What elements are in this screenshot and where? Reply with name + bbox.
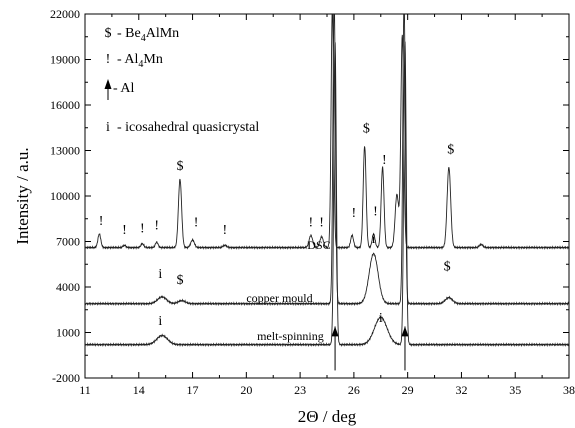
x-tick-label: 26: [348, 383, 360, 397]
legend: $ - Be4AlMn! - Al4Mn - Al i - icosahedral qua…: [104, 26, 259, 135]
y-tick-label: 19000: [50, 53, 80, 67]
peak-marker: $: [177, 273, 184, 288]
annotation-group: !!! ! $!!! ! $! !! $ i $ i $ i i: [99, 121, 454, 329]
legend-label: - Al: [113, 81, 135, 96]
legend-symbol: !: [106, 52, 111, 67]
legend-label: - Be4AlMn: [117, 26, 179, 44]
y-tick-label: 10000: [50, 189, 80, 203]
axis-ticks: 11 14 17 20 23 26 29 32 35 38 -2000 1000 4000 7000 100…: [50, 7, 575, 397]
x-tick-label: 23: [294, 383, 306, 397]
peak-marker: !: [99, 214, 104, 229]
peak-marker: $: [363, 121, 370, 136]
x-tick-label: 20: [240, 383, 252, 397]
peak-marker: !: [373, 205, 378, 220]
x-tick-label: 38: [563, 383, 575, 397]
peak-marker: !: [140, 221, 145, 236]
legend-label: - icosahedral quasicrystal: [117, 120, 259, 135]
peak-marker: $: [447, 143, 454, 158]
x-tick-label: 32: [455, 383, 467, 397]
y-tick-label: 22000: [50, 7, 80, 21]
al-peak-arrow-head: [331, 326, 339, 337]
x-tick-label: 29: [402, 383, 414, 397]
series-label: melt-spinning: [257, 329, 324, 343]
peak-marker: $: [444, 259, 451, 274]
series-label-group: DSC copper mould melt-spinning: [246, 238, 330, 343]
series-line: [85, 14, 569, 307]
y-tick-label: 16000: [50, 98, 80, 112]
legend-symbol: i: [106, 120, 110, 135]
peak-marker: !: [154, 218, 159, 233]
arrow-group: [331, 326, 409, 371]
series-line: [85, 41, 569, 348]
x-tick-label: 11: [79, 383, 91, 397]
x-axis-label: 2Θ / deg: [298, 407, 357, 426]
legend-label: - Al4Mn: [117, 52, 163, 70]
x-tick-label: 14: [133, 383, 145, 397]
peak-marker: i: [158, 267, 162, 282]
y-tick-label: 4000: [56, 280, 80, 294]
y-tick-label: -2000: [52, 371, 80, 385]
al-peak-arrow-head: [401, 326, 409, 337]
series-group: [85, 14, 569, 348]
peak-marker: !: [222, 223, 227, 238]
y-tick-label: 7000: [56, 235, 80, 249]
x-tick-label: 35: [509, 383, 521, 397]
peak-marker: !: [352, 206, 357, 221]
series-label: copper mould: [246, 291, 312, 305]
x-tick-label: 17: [187, 383, 199, 397]
peak-marker: i: [379, 311, 383, 326]
peak-marker: !: [382, 153, 387, 168]
peak-marker: !: [194, 215, 199, 230]
legend-arrow-head: [104, 79, 112, 89]
series-label: DSC: [307, 238, 330, 252]
peak-marker: i: [158, 314, 162, 329]
y-tick-label: 13000: [50, 144, 80, 158]
legend-symbol: $: [105, 26, 112, 41]
peak-marker: $: [177, 159, 184, 174]
peak-marker: !: [309, 215, 314, 230]
y-axis-label: Intensity / a.u.: [13, 147, 32, 244]
peak-marker: !: [122, 223, 127, 238]
peak-marker: i: [372, 232, 376, 247]
y-tick-label: 1000: [56, 326, 80, 340]
peak-marker: !: [319, 215, 324, 230]
series-line: [85, 14, 569, 251]
